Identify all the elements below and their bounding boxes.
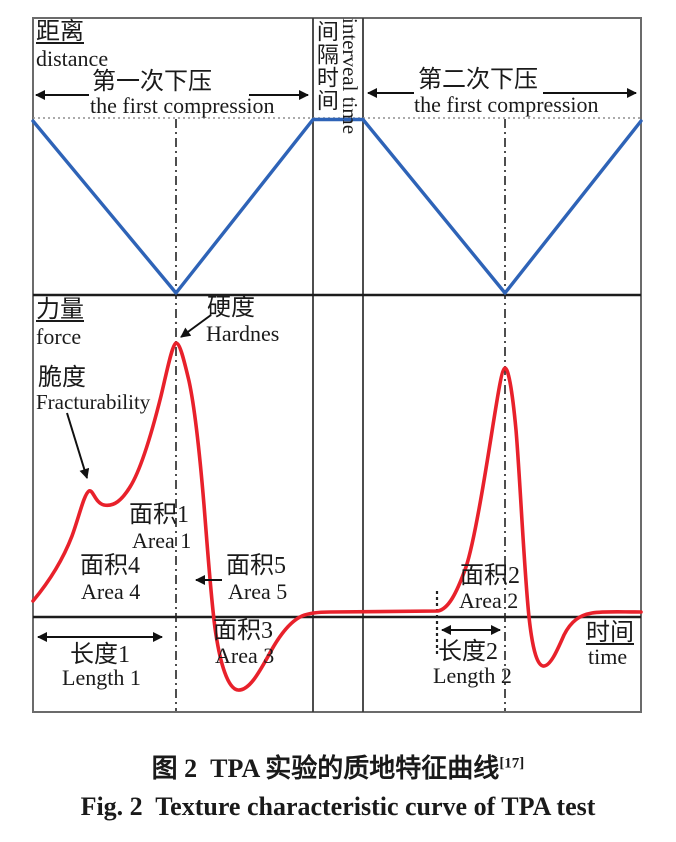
force-axis-label-en: force xyxy=(36,324,82,349)
fracturability-label-zh: 脆度 xyxy=(38,365,86,391)
interval-label-zh: 间隔时间 xyxy=(313,20,339,112)
time-axis-label-en: time xyxy=(588,644,628,669)
hardness-label-en: Hardnes xyxy=(206,321,280,346)
force-axis-label-zh: 力量 xyxy=(36,297,84,323)
area4-label-zh: 面积4 xyxy=(80,553,140,579)
caption-zh-text: 图 2 TPA 实验的质地特征曲线 xyxy=(151,754,500,783)
caption-zh: 图 2 TPA 实验的质地特征曲线[17] xyxy=(0,748,676,785)
hardness-arrow xyxy=(180,314,212,338)
area2-label-zh: 面积2 xyxy=(460,563,520,589)
first-compression-label-zh: 第一次下压 xyxy=(92,69,212,95)
area3-label-en: Area 3 xyxy=(215,643,275,668)
force-curve xyxy=(31,341,643,692)
caption-reference: [17] xyxy=(499,755,525,772)
length1-label-zh: 长度1 xyxy=(70,642,130,668)
tpa-diagram: 距离 distance 第一次下压 the first compression … xyxy=(31,17,643,713)
fracturability-arrow xyxy=(66,412,90,479)
area5-label-en: Area 5 xyxy=(228,579,288,604)
hardness-label-zh: 硬度 xyxy=(207,295,255,321)
second-compression-label-zh: 第二次下压 xyxy=(418,67,538,93)
length2-label-en: Length 2 xyxy=(433,663,512,688)
length1-label-en: Length 1 xyxy=(62,665,141,690)
figure-border xyxy=(32,17,642,713)
area1-label-en: Area 1 xyxy=(132,528,192,553)
time-axis-label-zh: 时间 xyxy=(586,620,634,646)
distance-curve xyxy=(31,117,643,295)
area5-label-zh: 面积5 xyxy=(226,553,286,579)
area1-label-zh: 面积1 xyxy=(129,502,189,528)
area3-label-zh: 面积3 xyxy=(213,618,273,644)
area2-label-en: Area 2 xyxy=(459,588,519,613)
length2-label-zh: 长度2 xyxy=(438,639,498,665)
second-compression-label-en: the first compression xyxy=(414,92,599,117)
fracturability-label-en: Fracturability xyxy=(36,390,151,414)
first-compression-label-en: the first compression xyxy=(90,93,275,118)
area4-label-en: Area 4 xyxy=(81,579,141,604)
caption-en: Fig. 2 Texture characteristic curve of T… xyxy=(80,792,596,821)
diagram-canvas xyxy=(31,17,643,713)
distance-axis-label-zh: 距离 xyxy=(36,19,84,45)
interval-label-en: interveal time xyxy=(337,18,362,135)
distance-axis-label-en: distance xyxy=(36,46,109,71)
